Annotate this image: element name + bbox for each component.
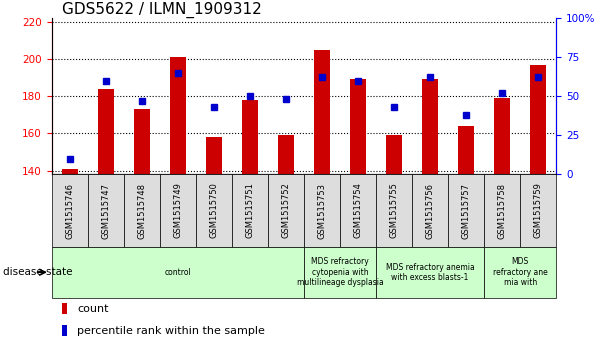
Text: GSM1515751: GSM1515751 bbox=[246, 183, 254, 238]
Bar bbox=[206, 137, 222, 174]
Text: GSM1515756: GSM1515756 bbox=[426, 183, 435, 238]
Bar bbox=[124, 174, 160, 247]
Bar bbox=[520, 174, 556, 247]
Text: percentile rank within the sample: percentile rank within the sample bbox=[77, 326, 265, 336]
Bar bbox=[376, 174, 412, 247]
Text: GSM1515750: GSM1515750 bbox=[209, 183, 218, 238]
Text: GSM1515755: GSM1515755 bbox=[390, 183, 399, 238]
Text: GDS5622 / ILMN_1909312: GDS5622 / ILMN_1909312 bbox=[62, 2, 261, 18]
Bar bbox=[196, 174, 232, 247]
Bar bbox=[88, 174, 124, 247]
Text: GSM1515748: GSM1515748 bbox=[137, 183, 147, 238]
Text: GSM1515753: GSM1515753 bbox=[317, 183, 326, 238]
Text: GSM1515758: GSM1515758 bbox=[498, 183, 506, 238]
Bar bbox=[232, 174, 268, 247]
Bar bbox=[52, 247, 304, 298]
Text: MDS
refractory ane
mia with: MDS refractory ane mia with bbox=[493, 257, 548, 287]
Text: GSM1515757: GSM1515757 bbox=[461, 183, 471, 238]
Bar bbox=[304, 174, 340, 247]
Bar bbox=[386, 135, 402, 174]
Bar bbox=[304, 247, 376, 298]
Text: MDS refractory anemia
with excess blasts-1: MDS refractory anemia with excess blasts… bbox=[386, 262, 474, 282]
Text: GSM1515752: GSM1515752 bbox=[282, 183, 291, 238]
Bar bbox=[98, 89, 114, 174]
Text: GSM1515759: GSM1515759 bbox=[534, 183, 543, 238]
Bar bbox=[340, 174, 376, 247]
Text: count: count bbox=[77, 304, 108, 314]
Text: GSM1515746: GSM1515746 bbox=[65, 183, 74, 238]
Bar bbox=[314, 50, 330, 174]
Bar bbox=[412, 174, 448, 247]
Bar bbox=[62, 303, 67, 314]
Bar bbox=[278, 135, 294, 174]
Bar bbox=[160, 174, 196, 247]
Text: GSM1515749: GSM1515749 bbox=[173, 183, 182, 238]
Bar bbox=[62, 325, 67, 336]
Bar bbox=[134, 109, 150, 174]
Bar bbox=[494, 98, 510, 174]
Bar bbox=[422, 79, 438, 174]
Bar bbox=[484, 174, 520, 247]
Bar bbox=[61, 169, 78, 174]
Bar bbox=[458, 126, 474, 174]
Bar bbox=[268, 174, 304, 247]
Bar bbox=[170, 57, 186, 174]
Bar bbox=[52, 174, 88, 247]
Bar bbox=[484, 247, 556, 298]
Text: control: control bbox=[165, 268, 191, 277]
Text: GSM1515747: GSM1515747 bbox=[102, 183, 110, 238]
Text: GSM1515754: GSM1515754 bbox=[354, 183, 362, 238]
Bar bbox=[530, 65, 547, 174]
Text: MDS refractory
cytopenia with
multilineage dysplasia: MDS refractory cytopenia with multilinea… bbox=[297, 257, 384, 287]
Bar bbox=[350, 79, 366, 174]
Bar bbox=[448, 174, 484, 247]
Text: disease state: disease state bbox=[3, 267, 72, 277]
Bar bbox=[242, 100, 258, 174]
Bar bbox=[376, 247, 484, 298]
